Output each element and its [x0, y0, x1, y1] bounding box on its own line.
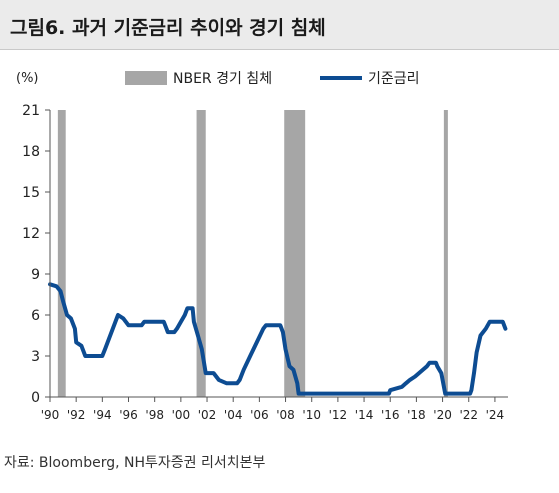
- x-tick-label-16: '22: [459, 408, 478, 422]
- chart-title: 그림6. 과거 기준금리 추이와 경기 침체: [10, 17, 326, 39]
- legend-rate-label: 기준금리: [368, 71, 420, 87]
- x-tick-label-17: '24: [486, 408, 505, 422]
- x-tick-label-9: '08: [276, 408, 295, 422]
- x-tick-label-2: '94: [93, 408, 112, 422]
- y-tick-label-5: 15: [22, 185, 40, 201]
- axes: 0 3 6 9 12 15 18 21 '90 '92 '94 '96 '98 '00 '02 '04 '06 '…: [22, 103, 508, 422]
- x-tick-label-5: '00: [172, 408, 191, 422]
- x-tick-label-4: '98: [145, 408, 164, 422]
- y-tick-label-2: 6: [31, 308, 40, 324]
- recession-band-3: [443, 110, 448, 397]
- x-tick-label-12: '14: [355, 408, 374, 422]
- x-tick-label-0: '90: [41, 408, 60, 422]
- x-tick-label-1: '92: [67, 408, 86, 422]
- y-tick-label-3: 9: [31, 267, 40, 283]
- legend-recession-swatch: [125, 71, 167, 85]
- y-tick-label-1: 3: [31, 349, 40, 365]
- x-tick-label-6: '02: [198, 408, 217, 422]
- legend-recession-label: NBER 경기 침체: [173, 71, 272, 87]
- x-tick-label-15: '20: [433, 408, 452, 422]
- y-axis-label: (%): [16, 71, 39, 86]
- x-tick-label-11: '12: [329, 408, 348, 422]
- rate-line: [48, 282, 508, 396]
- x-tick-label-7: '04: [224, 408, 243, 422]
- x-tick-label-14: '18: [407, 408, 426, 422]
- source-note: 자료: Bloomberg, NH투자증권 리서치본부: [4, 455, 266, 471]
- y-tick-label-0: 0: [31, 390, 40, 406]
- legend: NBER 경기 침체 기준금리: [125, 71, 420, 87]
- recession-bands: [57, 110, 448, 397]
- y-tick-label-4: 12: [22, 226, 40, 242]
- recession-band-2: [284, 110, 306, 397]
- title-bar: 그림6. 과거 기준금리 추이와 경기 침체: [0, 0, 559, 50]
- x-tick-label-3: '96: [119, 408, 138, 422]
- x-tick-label-10: '10: [302, 408, 321, 422]
- x-tick-label-8: '06: [250, 408, 269, 422]
- recession-band-1: [196, 110, 206, 397]
- y-tick-label-7: 21: [22, 103, 40, 119]
- x-tick-label-13: '16: [381, 408, 400, 422]
- rate-line-layer: [48, 282, 508, 396]
- recession-band-0: [57, 110, 66, 397]
- y-tick-label-6: 18: [22, 144, 40, 160]
